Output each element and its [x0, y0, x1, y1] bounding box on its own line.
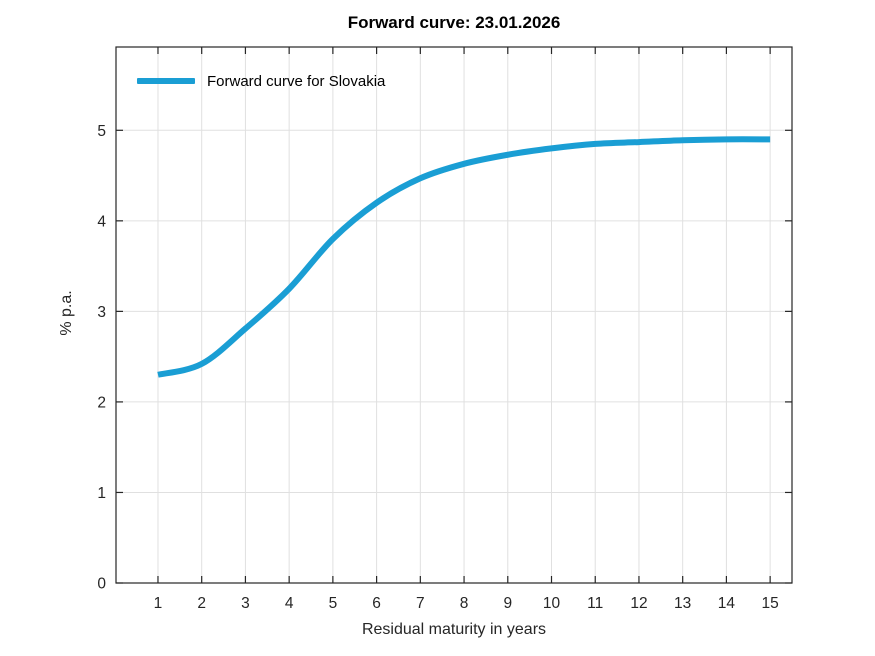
forward-curve-line [157, 136, 771, 378]
x-tick-label: 8 [460, 595, 469, 612]
x-tick-label: 14 [718, 595, 736, 612]
y-axis-label: % p.a. [58, 290, 75, 336]
y-tick-label: 1 [97, 485, 106, 502]
x-tick-label: 10 [543, 595, 561, 612]
x-tick-label: 9 [503, 595, 512, 612]
legend: Forward curve for Slovakia [137, 70, 385, 92]
x-axis-label: Residual maturity in years [361, 621, 547, 638]
y-tick-label: 0 [97, 576, 106, 593]
legend-label: Forward curve for Slovakia [207, 72, 386, 90]
x-tick-label: 5 [329, 595, 338, 612]
x-tick-label: 1 [154, 595, 163, 612]
x-tick-label: 12 [630, 595, 647, 612]
x-tick-label: 4 [285, 595, 294, 612]
legend-line-swatch [137, 78, 195, 84]
y-tick-label: 2 [97, 394, 106, 411]
x-tick-label: 3 [241, 595, 250, 612]
x-tick-label: 7 [416, 595, 425, 612]
x-tick-label: 6 [372, 595, 381, 612]
y-tick-label: 4 [97, 213, 106, 230]
chart-title: Forward curve: 23.01.2026 [347, 13, 561, 32]
y-tick-label: 5 [97, 123, 106, 140]
x-tick-label: 11 [587, 595, 603, 612]
x-tick-label: 13 [674, 595, 691, 612]
y-tick-label: 3 [97, 304, 106, 321]
axes-box [115, 46, 793, 584]
x-tick-label: 15 [762, 595, 779, 612]
x-tick-label: 2 [197, 595, 206, 612]
